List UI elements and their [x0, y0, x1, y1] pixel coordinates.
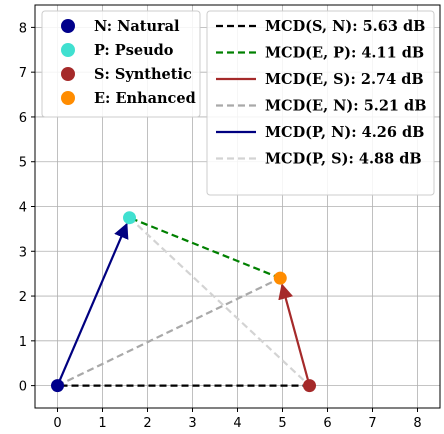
- y-tick-label: 0: [19, 380, 27, 395]
- y-tick-label: 8: [19, 21, 27, 36]
- y-tick-label: 4: [19, 201, 27, 216]
- x-tick-label: 2: [143, 416, 151, 431]
- x-tick-label: 3: [188, 416, 196, 431]
- legend-label: MCD(E, P): 4.11 dB: [265, 45, 424, 62]
- legend-points-box: [41, 10, 201, 118]
- y-tick-label: 6: [19, 111, 27, 126]
- legend-label: P: Pseudo: [94, 42, 174, 59]
- legend-lines: MCD(S, N): 5.63 dB MCD(E, P): 4.11 dB MCD(…: [206, 10, 435, 196]
- y-tick-label: 7: [19, 66, 27, 81]
- mcd-line: [128, 216, 311, 387]
- mcd-line: [57, 277, 281, 387]
- data-point: [51, 379, 64, 393]
- y-tick-label: 3: [19, 245, 27, 260]
- legend-marker: [61, 91, 75, 105]
- mcd-line: [56, 222, 129, 387]
- x-tick-label: 5: [278, 416, 286, 431]
- legend-points: N: Natural P: Pseudo S: Synthetic E: Enhanc…: [41, 10, 201, 118]
- legend-label: MCD(E, S): 2.74 dB: [265, 71, 424, 88]
- legend-lines-box: [206, 10, 435, 196]
- legend-label: MCD(P, S): 4.88 dB: [265, 151, 422, 168]
- x-tick-label: 7: [368, 416, 376, 431]
- legend-label: MCD(S, N): 5.63 dB: [265, 18, 425, 35]
- x-tick-label: 0: [53, 416, 61, 431]
- data-points: [51, 211, 316, 393]
- y-tick-label: 5: [19, 156, 27, 171]
- data-point: [303, 379, 316, 393]
- x-tick-label: 4: [233, 416, 241, 431]
- x-tick-label: 8: [413, 416, 421, 431]
- mcd-lines: [56, 216, 311, 387]
- y-tick-label: 1: [19, 335, 27, 350]
- mcd-line: [278, 283, 311, 386]
- y-tick-label: 2: [19, 290, 27, 305]
- mcd-line: [129, 216, 281, 280]
- legend-marker: [61, 43, 75, 57]
- legend-label: N: Natural: [94, 18, 180, 35]
- axis-ticks: 0 1 2 3 4 5 6 7 8 0 1 2 3 4 5 6 7 8: [19, 21, 422, 431]
- legend-label: MCD(E, N): 5.21 dB: [265, 98, 426, 115]
- x-tick-label: 6: [323, 416, 331, 431]
- x-tick-label: 1: [98, 416, 106, 431]
- legend-label: E: Enhanced: [94, 90, 196, 107]
- legend-marker: [61, 67, 75, 81]
- legend-label: S: Synthetic: [94, 66, 192, 83]
- data-point: [273, 271, 287, 285]
- data-point: [123, 211, 136, 225]
- legend-label: MCD(P, N): 4.26 dB: [265, 124, 424, 141]
- legend-marker: [61, 19, 75, 33]
